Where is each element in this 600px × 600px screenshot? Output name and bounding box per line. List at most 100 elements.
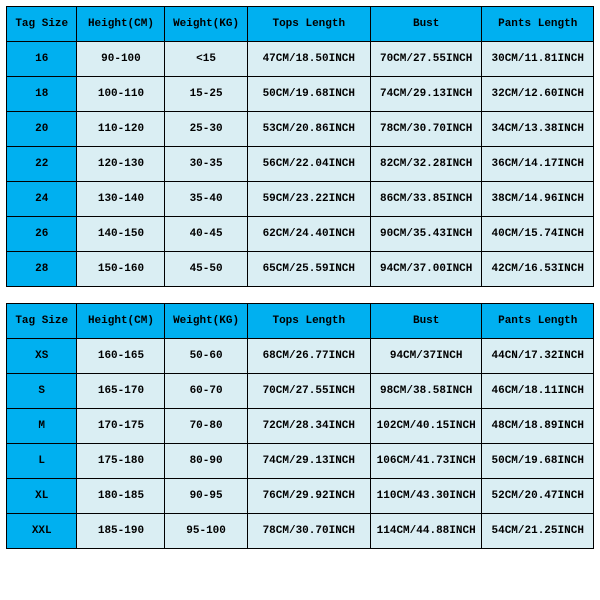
col-weight: Weight(KG) xyxy=(165,7,247,42)
table-row: 18100-11015-2550CM/19.68INCH74CM/29.13IN… xyxy=(7,77,594,112)
table-header-row: Tag Size Height(CM) Weight(KG) Tops Leng… xyxy=(7,304,594,339)
cell-value: 106CM/41.73INCH xyxy=(370,444,482,479)
cell-tag-size: 24 xyxy=(7,182,77,217)
table-row: XL180-18590-9576CM/29.92INCH110CM/43.30I… xyxy=(7,479,594,514)
cell-value: 30-35 xyxy=(165,147,247,182)
cell-value: 90CM/35.43INCH xyxy=(370,217,482,252)
cell-tag-size: 26 xyxy=(7,217,77,252)
cell-value: 110CM/43.30INCH xyxy=(370,479,482,514)
cell-value: 44CN/17.32INCH xyxy=(482,339,594,374)
col-bust: Bust xyxy=(370,7,482,42)
cell-value: 175-180 xyxy=(77,444,165,479)
table-row: XXL185-19095-10078CM/30.70INCH114CM/44.8… xyxy=(7,514,594,549)
cell-value: 40-45 xyxy=(165,217,247,252)
col-pants-length: Pants Length xyxy=(482,7,594,42)
cell-value: 50CM/19.68INCH xyxy=(482,444,594,479)
table-row: 22120-13030-3556CM/22.04INCH82CM/32.28IN… xyxy=(7,147,594,182)
cell-value: 130-140 xyxy=(77,182,165,217)
cell-value: 46CM/18.11INCH xyxy=(482,374,594,409)
cell-tag-size: XXL xyxy=(7,514,77,549)
cell-value: 170-175 xyxy=(77,409,165,444)
cell-value: 180-185 xyxy=(77,479,165,514)
cell-value: 48CM/18.89INCH xyxy=(482,409,594,444)
cell-tag-size: 22 xyxy=(7,147,77,182)
cell-value: 78CM/30.70INCH xyxy=(370,112,482,147)
cell-value: 52CM/20.47INCH xyxy=(482,479,594,514)
cell-tag-size: XS xyxy=(7,339,77,374)
cell-value: 100-110 xyxy=(77,77,165,112)
table-header-row: Tag Size Height(CM) Weight(KG) Tops Leng… xyxy=(7,7,594,42)
cell-value: 45-50 xyxy=(165,252,247,287)
cell-value: 78CM/30.70INCH xyxy=(247,514,370,549)
cell-value: 32CM/12.60INCH xyxy=(482,77,594,112)
cell-value: 54CM/21.25INCH xyxy=(482,514,594,549)
cell-value: 94CM/37.00INCH xyxy=(370,252,482,287)
cell-value: 165-170 xyxy=(77,374,165,409)
cell-value: 56CM/22.04INCH xyxy=(247,147,370,182)
cell-value: 140-150 xyxy=(77,217,165,252)
table-row: 24130-14035-4059CM/23.22INCH86CM/33.85IN… xyxy=(7,182,594,217)
cell-value: 114CM/44.88INCH xyxy=(370,514,482,549)
cell-value: 70CM/27.55INCH xyxy=(370,42,482,77)
cell-value: 70CM/27.55INCH xyxy=(247,374,370,409)
cell-value: 53CM/20.86INCH xyxy=(247,112,370,147)
cell-value: 160-165 xyxy=(77,339,165,374)
table-row: 1690-100<1547CM/18.50INCH70CM/27.55INCH3… xyxy=(7,42,594,77)
size-table-adults: Tag Size Height(CM) Weight(KG) Tops Leng… xyxy=(6,303,594,549)
col-tag-size: Tag Size xyxy=(7,304,77,339)
table-gap xyxy=(6,287,594,303)
cell-value: 62CM/24.40INCH xyxy=(247,217,370,252)
cell-value: 110-120 xyxy=(77,112,165,147)
cell-value: 74CM/29.13INCH xyxy=(247,444,370,479)
cell-value: 86CM/33.85INCH xyxy=(370,182,482,217)
table-row: 28150-16045-5065CM/25.59INCH94CM/37.00IN… xyxy=(7,252,594,287)
cell-value: 90-100 xyxy=(77,42,165,77)
table-row: M170-17570-8072CM/28.34INCH102CM/40.15IN… xyxy=(7,409,594,444)
table-row: 20110-12025-3053CM/20.86INCH78CM/30.70IN… xyxy=(7,112,594,147)
cell-value: 65CM/25.59INCH xyxy=(247,252,370,287)
cell-value: 36CM/14.17INCH xyxy=(482,147,594,182)
cell-value: 76CM/29.92INCH xyxy=(247,479,370,514)
cell-value: 102CM/40.15INCH xyxy=(370,409,482,444)
cell-value: 38CM/14.96INCH xyxy=(482,182,594,217)
col-height: Height(CM) xyxy=(77,7,165,42)
cell-value: 15-25 xyxy=(165,77,247,112)
cell-value: 25-30 xyxy=(165,112,247,147)
cell-tag-size: 20 xyxy=(7,112,77,147)
col-tag-size: Tag Size xyxy=(7,7,77,42)
cell-value: 185-190 xyxy=(77,514,165,549)
cell-value: 50-60 xyxy=(165,339,247,374)
col-bust: Bust xyxy=(370,304,482,339)
cell-value: 42CM/16.53INCH xyxy=(482,252,594,287)
cell-value: <15 xyxy=(165,42,247,77)
col-tops-length: Tops Length xyxy=(247,7,370,42)
cell-value: 68CM/26.77INCH xyxy=(247,339,370,374)
col-weight: Weight(KG) xyxy=(165,304,247,339)
cell-value: 95-100 xyxy=(165,514,247,549)
cell-tag-size: 28 xyxy=(7,252,77,287)
cell-value: 82CM/32.28INCH xyxy=(370,147,482,182)
cell-value: 120-130 xyxy=(77,147,165,182)
cell-tag-size: 16 xyxy=(7,42,77,77)
cell-value: 59CM/23.22INCH xyxy=(247,182,370,217)
cell-value: 72CM/28.34INCH xyxy=(247,409,370,444)
table-row: S165-17060-7070CM/27.55INCH98CM/38.58INC… xyxy=(7,374,594,409)
table-body: XS160-16550-6068CM/26.77INCH94CM/37INCH4… xyxy=(7,339,594,549)
cell-value: 94CM/37INCH xyxy=(370,339,482,374)
cell-value: 70-80 xyxy=(165,409,247,444)
size-table-kids: Tag Size Height(CM) Weight(KG) Tops Leng… xyxy=(6,6,594,287)
table-row: L175-18080-9074CM/29.13INCH106CM/41.73IN… xyxy=(7,444,594,479)
table-row: XS160-16550-6068CM/26.77INCH94CM/37INCH4… xyxy=(7,339,594,374)
cell-value: 40CM/15.74INCH xyxy=(482,217,594,252)
col-height: Height(CM) xyxy=(77,304,165,339)
cell-value: 35-40 xyxy=(165,182,247,217)
cell-value: 90-95 xyxy=(165,479,247,514)
table-row: 26140-15040-4562CM/24.40INCH90CM/35.43IN… xyxy=(7,217,594,252)
cell-value: 150-160 xyxy=(77,252,165,287)
cell-tag-size: 18 xyxy=(7,77,77,112)
cell-value: 47CM/18.50INCH xyxy=(247,42,370,77)
cell-tag-size: XL xyxy=(7,479,77,514)
cell-tag-size: M xyxy=(7,409,77,444)
cell-value: 98CM/38.58INCH xyxy=(370,374,482,409)
cell-value: 74CM/29.13INCH xyxy=(370,77,482,112)
